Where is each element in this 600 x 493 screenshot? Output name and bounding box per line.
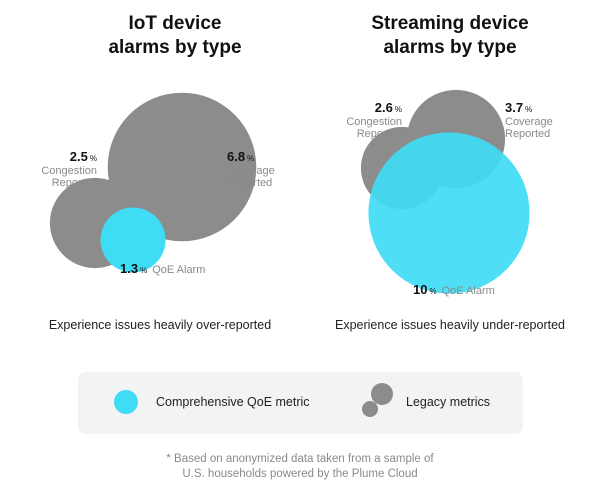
iot-label-congestion-reported-unit: %: [90, 154, 97, 163]
iot-title-line-1: IoT device: [128, 13, 222, 34]
streaming-label-congestion-reported-name-line-1: Congestion: [346, 116, 402, 128]
iot-title-line-2: alarms by type: [108, 37, 242, 58]
iot-label-coverage-reported-name-line-1: Coverage: [227, 165, 275, 177]
streaming-label-qoe-alarm: 10% QoE Alarm: [413, 282, 495, 297]
legend-legacy-label: Legacy metrics: [406, 395, 491, 409]
streaming-title-line-2: alarms by type: [383, 37, 517, 58]
streaming-label-coverage-reported: 3.7%: [505, 100, 532, 115]
streaming-title-line-1: Streaming device: [371, 13, 529, 34]
streaming-label-qoe-alarm-unit: %: [429, 287, 436, 296]
iot-label-congestion-reported-name-line-2: Reported: [52, 177, 97, 189]
iot-bubble-qoe-alarm: [100, 207, 166, 273]
iot-label-congestion-reported: 2.5%: [70, 149, 97, 164]
streaming-label-qoe-alarm-value: 10: [413, 282, 427, 297]
iot-label-coverage-reported: 6.8%: [227, 149, 254, 164]
footnote-line-1: * Based on anonymized data taken from a …: [166, 453, 434, 465]
legend-qoe-label: Comprehensive QoE metric: [156, 395, 310, 409]
streaming-chart-subtitle: Experience issues heavily under-reported: [335, 318, 565, 332]
streaming-bubble-qoe-alarm: [368, 132, 530, 294]
legend-legacy-swatch-large-icon: [371, 383, 393, 405]
streaming-label-coverage-reported-value: 3.7: [505, 100, 523, 115]
streaming-label-congestion-reported-name-line-2: Reported: [357, 128, 402, 140]
streaming-label-congestion-reported-unit: %: [395, 105, 402, 114]
iot-label-coverage-reported-value: 6.8: [227, 149, 245, 164]
iot-bubble-coverage-reported: [107, 92, 257, 242]
iot-label-qoe-alarm-unit: %: [140, 266, 147, 275]
iot-label-qoe-alarm: 1.3% QoE Alarm: [120, 261, 205, 276]
iot-label-qoe-alarm-value: 1.3: [120, 261, 138, 276]
footnote-line-2: U.S. households powered by the Plume Clo…: [182, 468, 418, 480]
iot-label-qoe-alarm-name: QoE Alarm: [152, 264, 205, 276]
iot-chart-title: IoT device alarms by type: [60, 12, 290, 60]
streaming-chart-title: Streaming device alarms by type: [335, 12, 565, 60]
legend-legacy-swatch-small-icon: [362, 401, 378, 417]
streaming-label-coverage-reported-unit: %: [525, 105, 532, 114]
streaming-label-congestion-reported-value: 2.6: [375, 100, 393, 115]
streaming-label-congestion-reported: 2.6%: [375, 100, 402, 115]
iot-chart-subtitle: Experience issues heavily over-reported: [48, 318, 272, 332]
legend-qoe-swatch-icon: [114, 390, 138, 414]
iot-label-coverage-reported-unit: %: [247, 154, 254, 163]
footnote: * Based on anonymized data taken from a …: [0, 452, 600, 482]
legend-swatches: [114, 383, 393, 417]
legend: Comprehensive QoE metric Legacy metrics: [78, 372, 523, 434]
iot-label-coverage-reported-name-line-2: Reported: [227, 177, 272, 189]
iot-label-congestion-reported-value: 2.5: [70, 149, 88, 164]
streaming-label-coverage-reported-name-line-1: Coverage: [505, 116, 553, 128]
streaming-label-coverage-reported-name-line-2: Reported: [505, 128, 550, 140]
streaming-label-qoe-alarm-name: QoE Alarm: [442, 285, 495, 297]
iot-label-congestion-reported-name-line-1: Congestion: [41, 165, 97, 177]
